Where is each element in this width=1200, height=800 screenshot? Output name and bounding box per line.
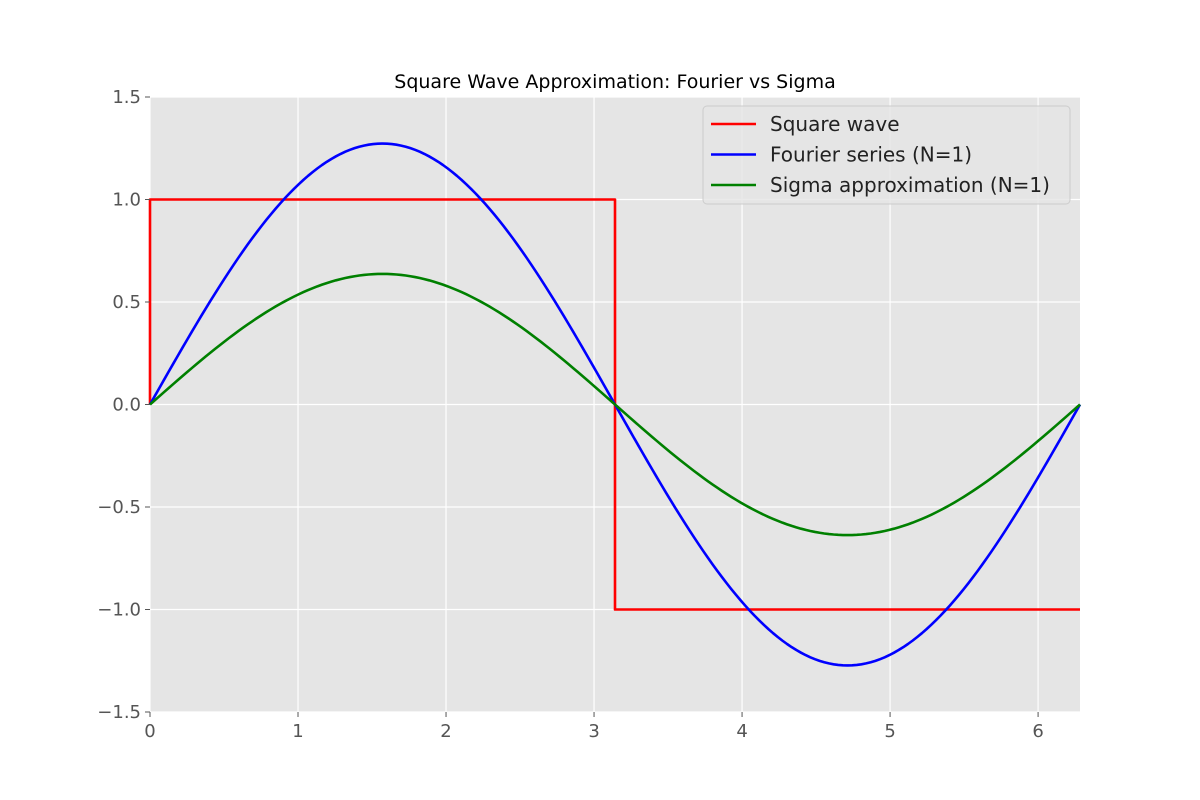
x-tick-label: 2 xyxy=(440,721,451,742)
legend-label: Fourier series (N=1) xyxy=(770,143,972,167)
x-tick-label: 1 xyxy=(292,721,303,742)
x-tick-label: 5 xyxy=(884,721,895,742)
y-tick-label: −1.5 xyxy=(97,702,141,723)
x-tick-label: 0 xyxy=(144,721,155,742)
series-line-0 xyxy=(148,198,1080,611)
series-line-2 xyxy=(149,272,1081,537)
series-layer xyxy=(148,142,1082,667)
x-tick-label: 4 xyxy=(736,721,747,742)
x-tick-label: 6 xyxy=(1032,721,1043,742)
chart-title: Square Wave Approximation: Fourier vs Si… xyxy=(394,71,835,93)
y-tick-label: 0.0 xyxy=(112,395,141,416)
legend-label: Sigma approximation (N=1) xyxy=(770,173,1050,197)
legend-label: Square wave xyxy=(770,112,900,136)
x-tick-label: 3 xyxy=(588,721,599,742)
y-tick-label: 1.5 xyxy=(112,87,141,108)
y-tick-label: 1.0 xyxy=(112,190,141,211)
y-tick-label: −0.5 xyxy=(97,497,141,518)
y-tick-label: −1.0 xyxy=(97,600,141,621)
axis-ticks: 0 1 2 3 4 5 6 −1.5 −1.0 −0.5 0.0 0.5 1.0 1.5 xyxy=(97,87,1044,742)
legend-box xyxy=(702,105,1071,205)
legend: Square wave Fourier series (N=1) Sigma app… xyxy=(702,105,1071,205)
y-tick-label: 0.5 xyxy=(112,292,141,313)
